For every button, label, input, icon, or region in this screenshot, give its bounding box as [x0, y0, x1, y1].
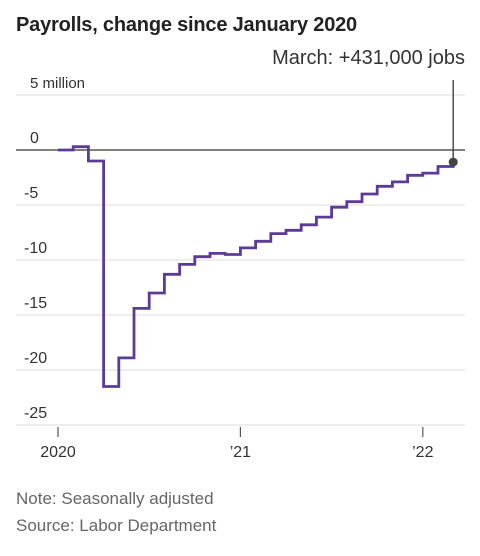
y-tick-label: 0 [30, 130, 39, 147]
source-text: Source: Labor Department [16, 516, 217, 535]
note-text: Note: Seasonally adjusted [16, 489, 214, 508]
y-axis-labels: 5 million 0 -5 -10 -15 -20 -25 [24, 75, 85, 422]
x-tick-label: ’21 [230, 444, 251, 461]
x-tick-label: 2020 [40, 444, 76, 461]
y-tick-label: -5 [24, 185, 38, 202]
latest-value-dot [448, 157, 458, 167]
series-line-group [58, 145, 455, 388]
y-tick-label: -15 [24, 295, 47, 312]
x-tick-label: ’22 [412, 444, 433, 461]
y-tick-label: -20 [24, 350, 47, 367]
x-axis: 2020 ’21 ’22 [40, 427, 434, 461]
payrolls-series-line [58, 145, 455, 388]
y-tick-label: -25 [24, 405, 47, 422]
payrolls-chart: 5 million 0 -5 -10 -15 -20 -25 2020 ’21 ’22 Marc… [16, 47, 465, 461]
annotation-group: March: +431,000 jobs [272, 47, 465, 167]
annotation-label: March: +431,000 jobs [272, 47, 465, 69]
y-tick-label: 5 million [30, 75, 85, 92]
gridlines [16, 94, 465, 426]
y-tick-label: -10 [24, 240, 47, 257]
chart-title: Payrolls, change since January 2020 [16, 14, 357, 36]
